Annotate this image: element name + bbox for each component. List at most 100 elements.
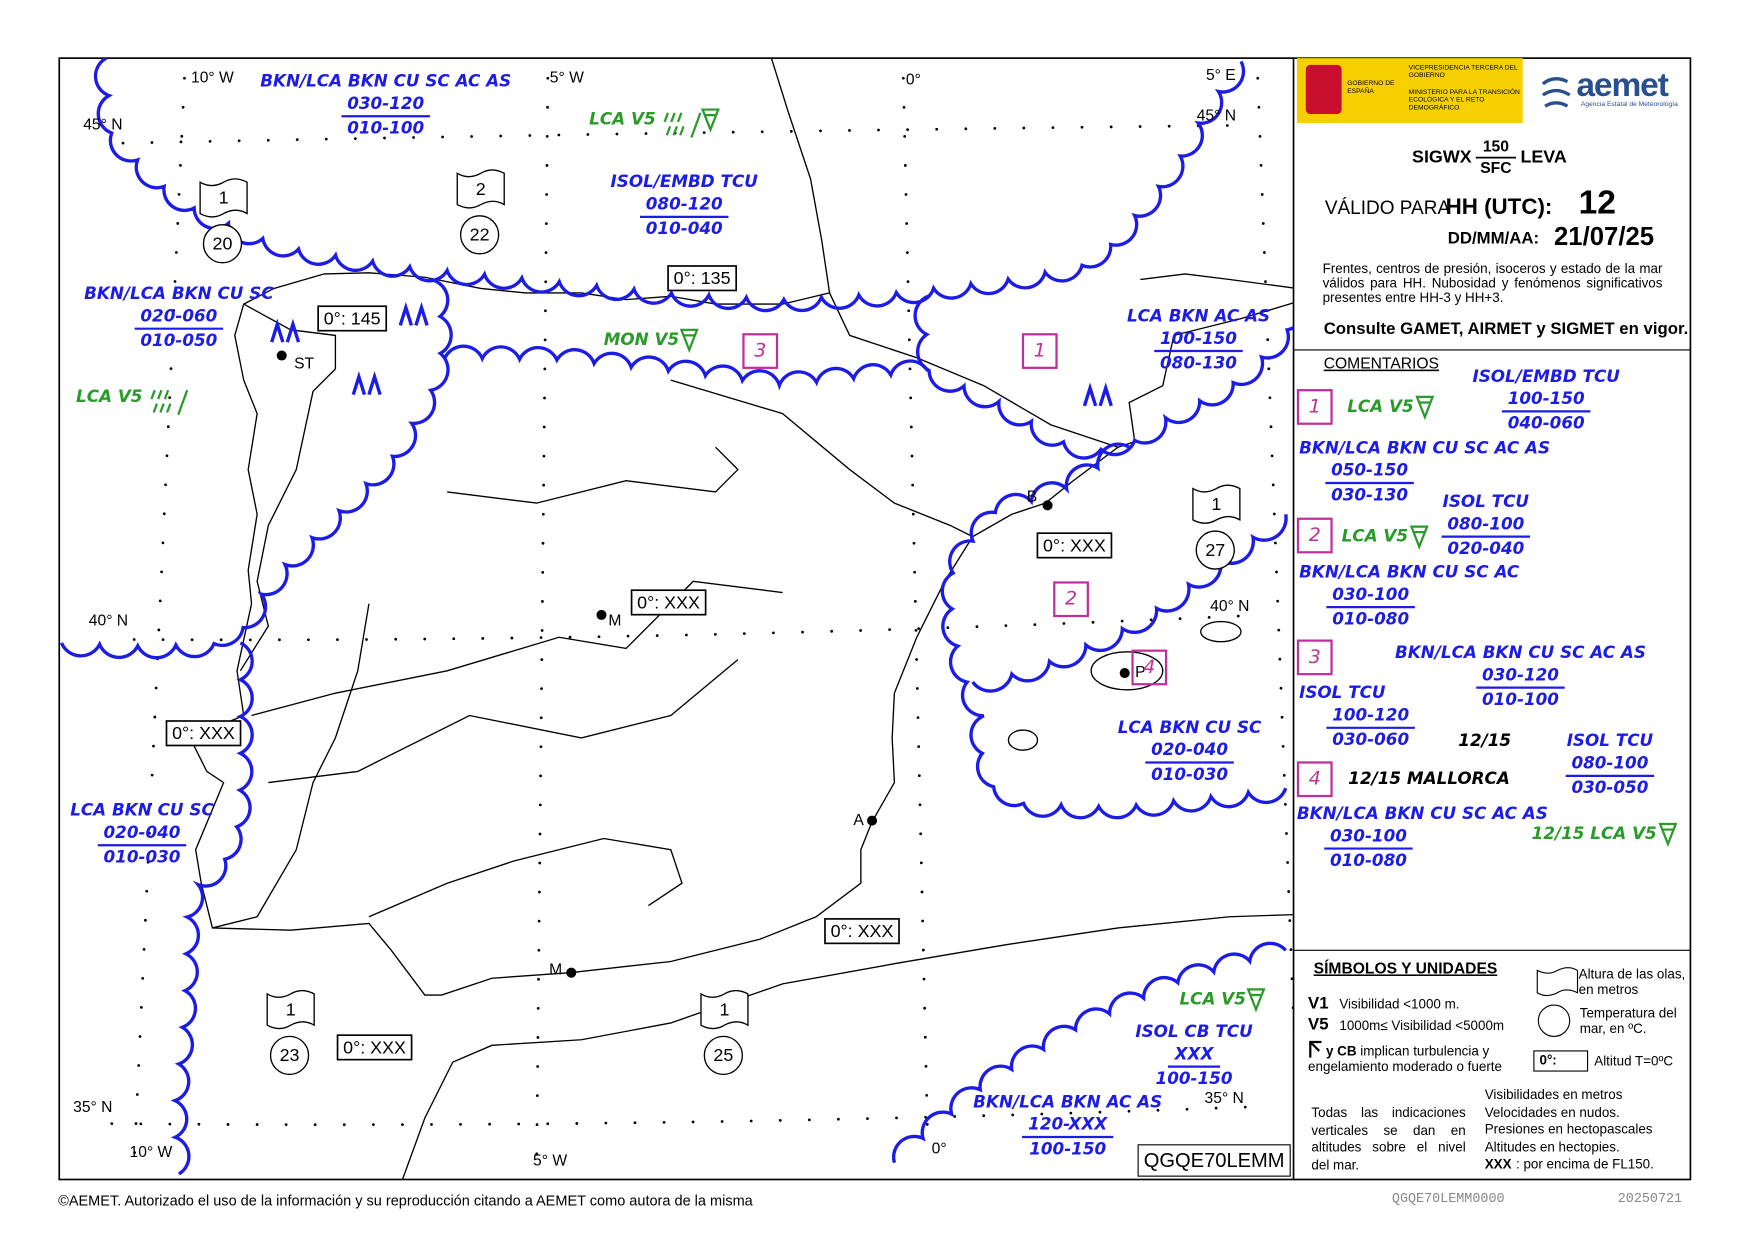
cloud-type: ISOL/EMBD TCU — [611, 171, 759, 191]
chart-id-box — [1137, 1144, 1291, 1177]
border — [828, 292, 1119, 448]
freezing-level: 0°: XXX — [343, 1037, 406, 1057]
place-dot — [867, 815, 878, 826]
hour-label: HH (UTC): — [1446, 194, 1553, 219]
temperature-circle — [703, 1035, 744, 1076]
turbulence-symbol — [1309, 1040, 1322, 1058]
sea-temperature: 25 — [713, 1045, 733, 1065]
cloud-top: 030-100 — [1330, 825, 1407, 845]
freezing-level: 0°: 135 — [674, 268, 731, 288]
cloud-type: LCA BKN CU SC — [1118, 717, 1262, 737]
cloud-top: 100-150 — [1160, 328, 1237, 348]
weather: LCA V5 — [76, 386, 142, 406]
river — [268, 659, 739, 784]
note: Frentes, centros de presión, isoceros y … — [1322, 260, 1663, 306]
area-box — [1296, 761, 1333, 798]
wave-symbol — [1536, 967, 1579, 997]
cloud-top: 080-120 — [646, 194, 723, 214]
place-dot — [566, 967, 577, 978]
place-label: M — [549, 962, 562, 979]
area-number: 4 — [1143, 656, 1155, 678]
unit: Visibilidades en metros — [1484, 1086, 1623, 1103]
wave-height: 1 — [719, 999, 729, 1019]
place-dot — [596, 609, 607, 620]
river — [447, 446, 739, 504]
date: 21/07/25 — [1554, 223, 1654, 251]
cloud-boundaries — [59, 58, 1294, 1176]
area-number: 1 — [1309, 395, 1321, 417]
product-code: QGQE70LEMM0000 — [1392, 1192, 1505, 1207]
cloud-base: 030-060 — [1332, 729, 1409, 749]
mountain-obscuration — [1082, 382, 1113, 407]
freezing-box — [1036, 532, 1113, 559]
mountain-obscuration — [351, 371, 382, 396]
xxx: XXX — [1485, 1157, 1512, 1172]
cloud-boundary — [892, 941, 1287, 1164]
graticule-label: 35° N — [73, 1099, 112, 1116]
ministry-name: MINISTERIO PARA LA TRANSICIÓN ECOLÓGICA … — [1408, 89, 1520, 112]
meridian — [1256, 76, 1294, 1056]
wave-flag — [199, 178, 248, 218]
cloud-type: BKN/LCA BKN CU SC AC AS — [1299, 437, 1550, 457]
cloud-top: 030-120 — [347, 93, 424, 113]
frame — [58, 57, 1692, 1181]
border — [239, 303, 337, 672]
meridian — [901, 76, 930, 1153]
area-number: 3 — [754, 340, 766, 362]
sea-temperature: 27 — [1205, 540, 1225, 560]
freezing-box — [630, 589, 707, 616]
freezing-box — [165, 720, 242, 747]
freezing-label: 0°: — [1539, 1053, 1556, 1068]
cloud-base: 010-040 — [646, 218, 723, 238]
cloud-boundary — [971, 513, 1288, 693]
comment-time: 12/15 — [1458, 730, 1511, 750]
graticule-label: 45° N — [1197, 107, 1236, 124]
temperature-symbol — [1537, 1004, 1571, 1037]
cloud-top: 100-150 — [1508, 388, 1585, 408]
weather: MON V5 — [604, 329, 679, 349]
cloud-type: BKN/LCA BKN CU SC AC AS — [1395, 642, 1646, 662]
temperature-circle — [269, 1035, 310, 1076]
area-box — [742, 333, 779, 369]
area-box — [1296, 639, 1333, 676]
symbols-title: SÍMBOLOS Y UNIDADES — [1314, 958, 1498, 977]
wave-height: 2 — [476, 179, 486, 199]
weather: LCA V5 — [589, 109, 655, 129]
parallel — [132, 613, 1265, 642]
place-dot — [276, 350, 287, 361]
level-lower: SFC — [1480, 160, 1511, 177]
freezing-box — [336, 1034, 413, 1061]
place-dot — [1042, 500, 1053, 511]
coastline — [1140, 273, 1294, 289]
cloud-top: 020-040 — [1151, 739, 1228, 759]
v5: V5 — [1308, 1015, 1329, 1034]
temperature-circle — [1195, 530, 1235, 570]
sea-temperature: 20 — [213, 234, 233, 254]
notice: Consulte GAMET, AIRMET y SIGMET en vigor… — [1324, 319, 1689, 338]
issue-date: 20250721 — [1618, 1192, 1682, 1207]
freezing-level: 0°: XXX — [831, 921, 894, 941]
place-dot — [1119, 668, 1130, 679]
freezing-level: 0°: XXX — [172, 723, 235, 743]
graticule-label: 0° — [906, 72, 921, 89]
cloud-type: BKN/LCA BKN CU SC AC AS — [260, 71, 511, 91]
freezing-box — [824, 918, 900, 945]
river — [670, 379, 973, 538]
graticule-label: 0° — [932, 1140, 947, 1157]
graticule-label: 35° N — [1205, 1090, 1244, 1107]
vertical-note: Todas las indicaciones verticales se dan… — [1311, 1104, 1466, 1173]
freezing-level: 0°: 145 — [324, 308, 381, 328]
unit: Presiones en hectopascales — [1484, 1121, 1653, 1138]
cloud-boundary — [913, 294, 1294, 460]
cloud-top: 080-100 — [1447, 513, 1524, 533]
cloud-base: 100-150 — [1156, 1068, 1233, 1088]
unit: Velocidades en nudos. — [1484, 1104, 1620, 1120]
haze-symbol — [150, 389, 189, 416]
cloud-base: 010-100 — [1482, 689, 1559, 709]
island — [1200, 620, 1242, 643]
graticule-label: 10° W — [130, 1144, 173, 1161]
weather: LCA V5 — [1179, 988, 1245, 1008]
